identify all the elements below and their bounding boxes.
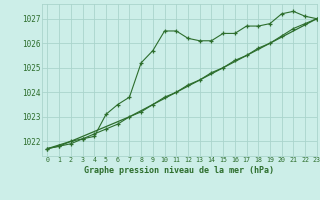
- X-axis label: Graphe pression niveau de la mer (hPa): Graphe pression niveau de la mer (hPa): [84, 166, 274, 175]
